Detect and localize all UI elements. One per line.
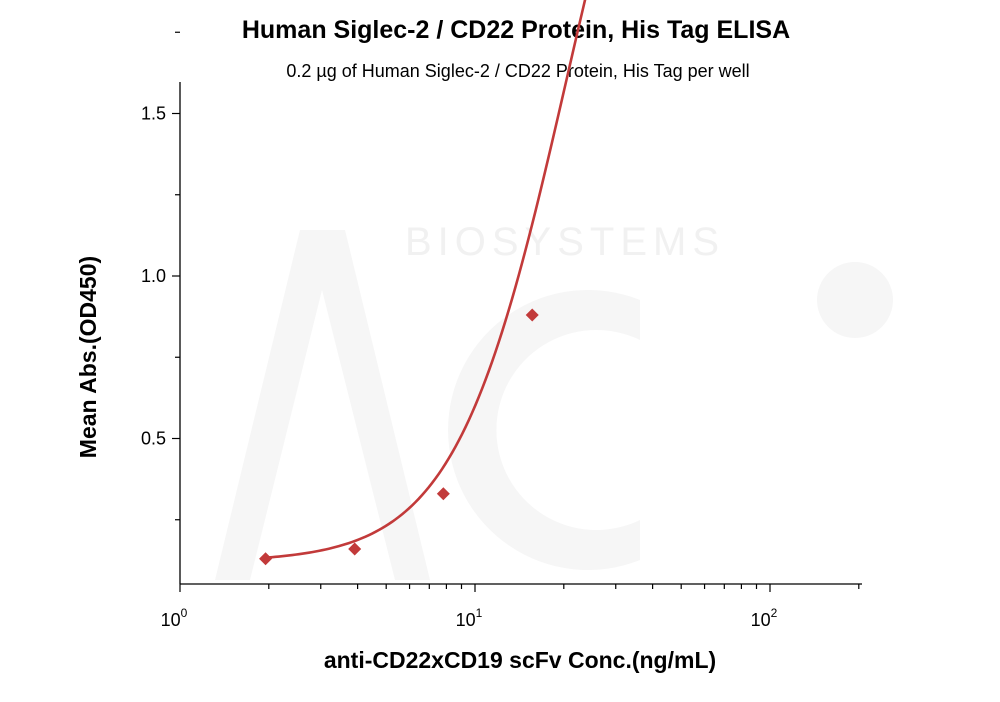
- data-point-marker: [436, 487, 450, 501]
- x-tick-label-base: 10: [456, 610, 476, 630]
- y-axis-ticks: 0.51.01.52.02.53.0: [141, 31, 180, 521]
- data-point-marker: [259, 552, 273, 566]
- chart-title: Human Siglec-2 / CD22 Protein, His Tag E…: [242, 16, 790, 44]
- x-axis-ticks: 100 101 102: [161, 584, 860, 630]
- watermark-letter-c: [448, 290, 640, 570]
- data-points: [259, 308, 539, 566]
- watermark-text: BIOSYSTEMS: [405, 220, 725, 264]
- data-point-marker: [348, 542, 362, 556]
- y-tick-label: 1.0: [141, 266, 166, 286]
- y-axis-label: Mean Abs.(OD450): [75, 256, 101, 458]
- x-tick-label-exponent: 0: [181, 606, 188, 620]
- x-tick-label: 101: [456, 606, 483, 630]
- watermark-dot: [817, 262, 893, 338]
- x-tick-label: 102: [751, 606, 778, 630]
- x-tick-label-exponent: 2: [771, 606, 778, 620]
- x-tick-label: 100: [161, 606, 188, 630]
- fit-curve: [265, 0, 587, 559]
- data-point-marker: [525, 308, 539, 322]
- x-tick-label-exponent: 1: [476, 606, 483, 620]
- y-tick-label: 1.5: [141, 104, 166, 124]
- y-tick-label: 0.5: [141, 429, 166, 449]
- x-tick-label-base: 10: [161, 610, 181, 630]
- chart-subtitle: 0.2 µg of Human Siglec-2 / CD22 Protein,…: [286, 61, 749, 81]
- x-axis-label: anti-CD22xCD19 scFv Conc.(ng/mL): [324, 647, 716, 673]
- watermark-letter-a: [215, 230, 430, 580]
- watermark: BIOSYSTEMS: [215, 220, 893, 580]
- x-tick-label-base: 10: [751, 610, 771, 630]
